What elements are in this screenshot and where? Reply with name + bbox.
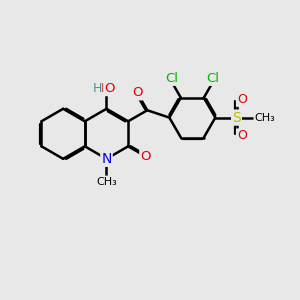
Text: O: O [132,86,142,99]
Text: S: S [232,111,241,124]
Text: N: N [101,152,112,166]
Text: O: O [104,82,115,95]
Text: HO: HO [94,82,114,95]
Text: Cl: Cl [165,72,178,85]
Text: O: O [237,93,247,106]
Text: O: O [237,129,247,142]
Text: CH₃: CH₃ [254,112,275,123]
Text: H: H [92,82,102,95]
Text: Cl: Cl [206,72,219,85]
Text: O: O [140,150,151,163]
Text: CH₃: CH₃ [96,176,117,187]
